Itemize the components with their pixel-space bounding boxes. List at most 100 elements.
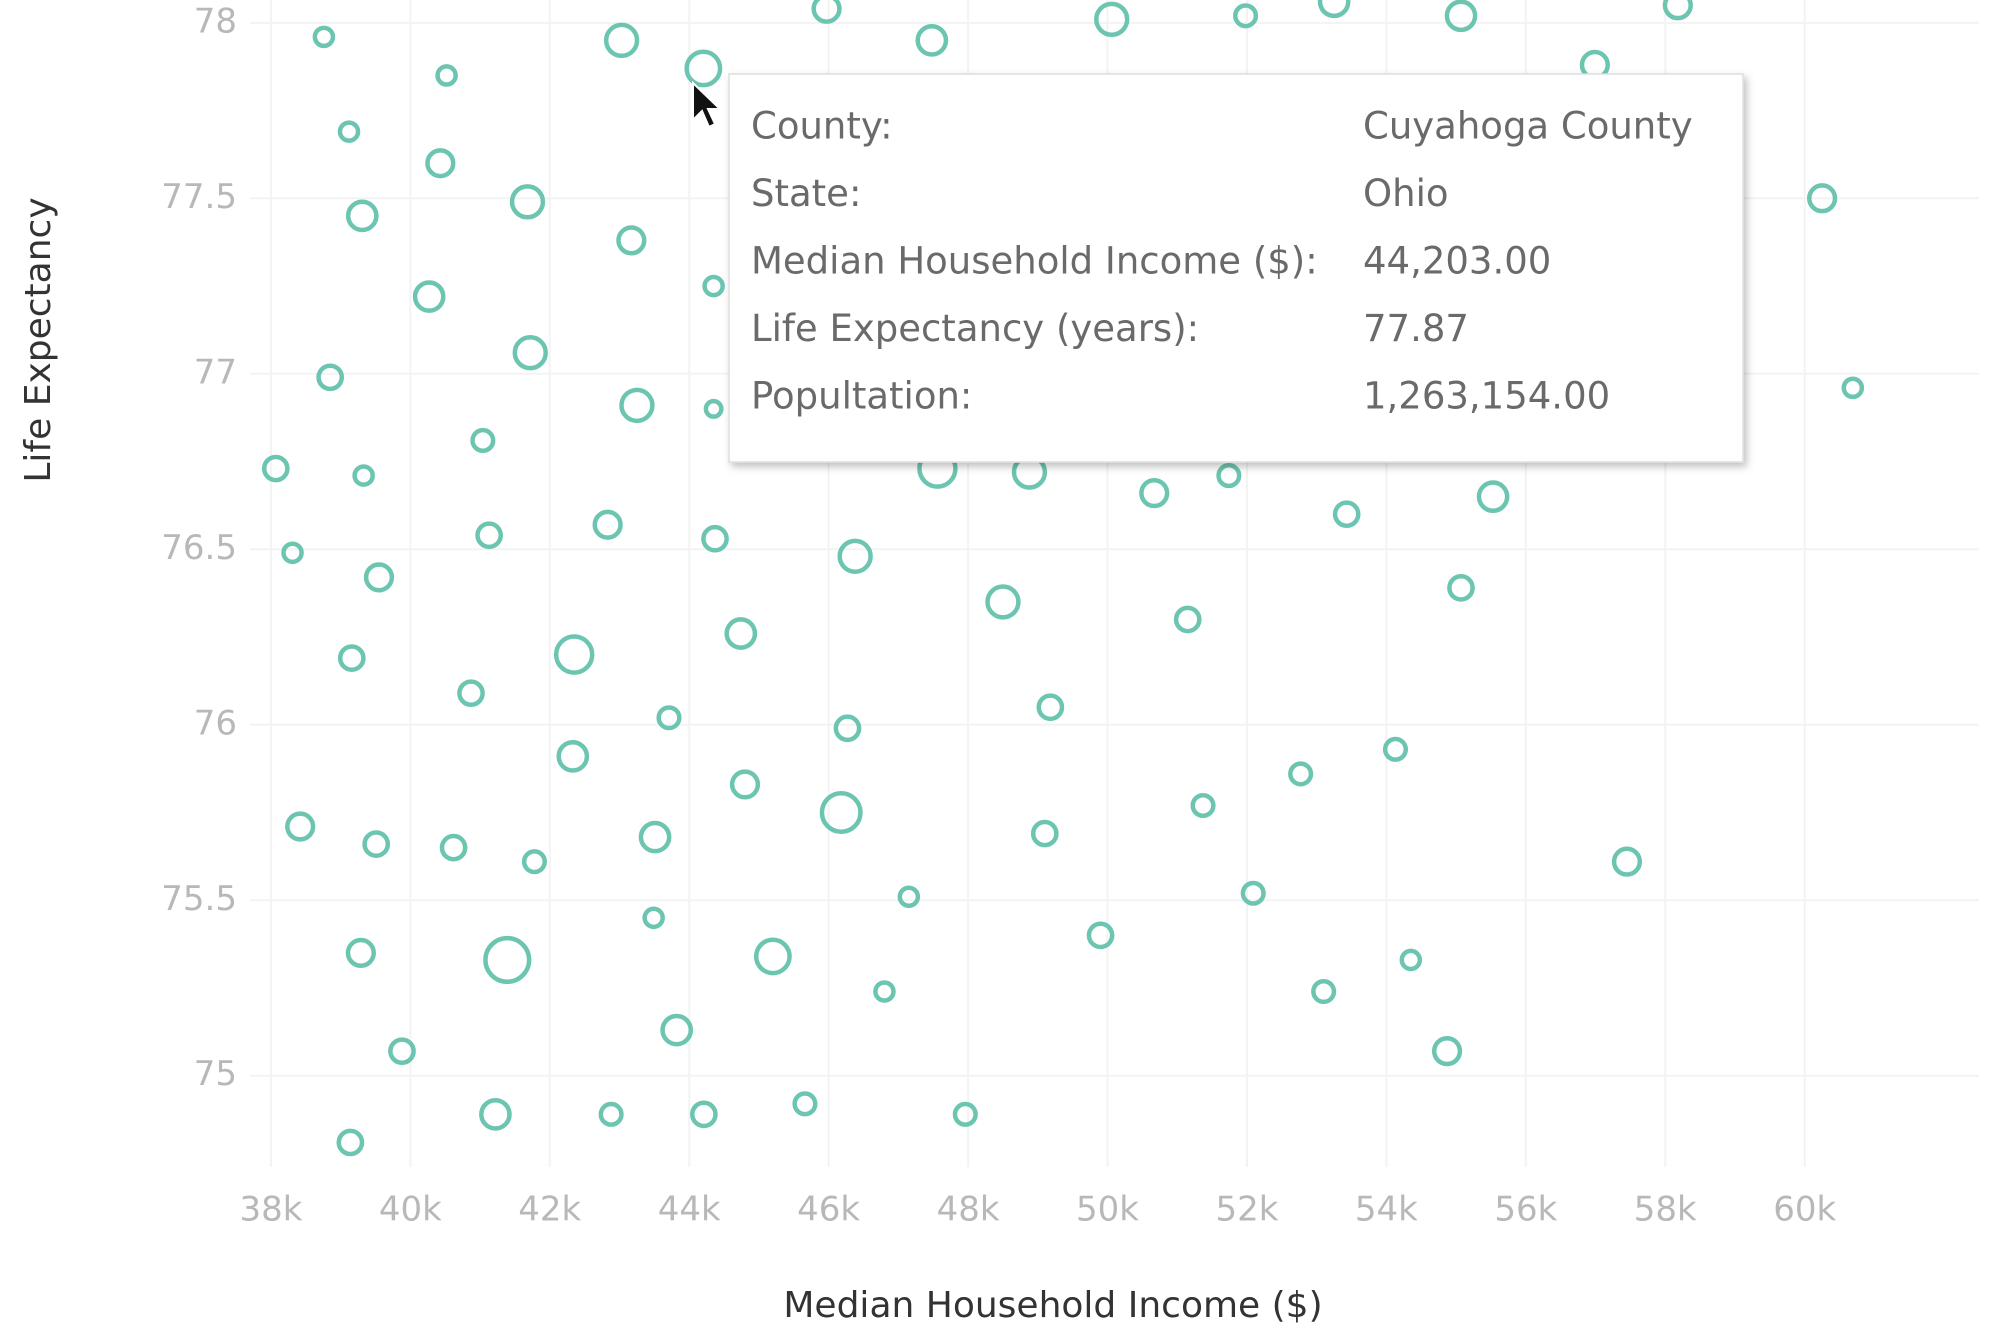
bubble [483,935,532,985]
bubble [337,120,361,143]
bubble [1240,880,1266,906]
y-tick-label: 77.5 [161,177,237,217]
bubble [281,541,304,565]
bubble [952,1101,978,1127]
tooltip-value: 77.87 [1363,307,1469,350]
x-tick-label: 46k [797,1190,860,1230]
ticks: 38k 40k 42k 44k 46k 48k 50k 52k 54k 56k 58k 60k 75 75… [161,1,1836,1229]
points [261,0,1865,1157]
bubble [316,363,345,392]
tooltip-label: Median Household Income ($): [751,240,1318,283]
bubble [512,335,548,371]
bubble [457,679,485,708]
bubble [312,25,336,49]
bubble [352,464,375,487]
bubble [684,49,723,88]
x-tick-label: 48k [937,1190,1000,1230]
bubble [1030,819,1059,848]
bubble [592,509,623,540]
bubble [1431,1036,1463,1067]
bubble [638,820,672,854]
bubble [690,1100,718,1129]
bubble [1447,574,1475,602]
x-tick-label: 44k [658,1190,721,1230]
tooltip-label: Popultation: [751,375,972,418]
bubble [702,274,725,298]
bubble [603,22,640,59]
bubble [362,830,391,858]
bubble [285,811,316,842]
tooltip-value: Cuyahoga County [1363,105,1693,148]
tooltip-value: 1,263,154.00 [1363,375,1610,418]
x-tick-label: 60k [1773,1190,1836,1230]
bubble [703,398,724,419]
bubble [1332,500,1361,529]
bubble [873,980,896,1003]
x-tick-label: 42k [518,1190,581,1230]
tooltip-label: State: [751,172,861,215]
bubble [753,937,792,976]
bubble [833,714,862,743]
bubble [724,617,758,650]
tooltip-label: Life Expectancy (years): [751,307,1199,350]
y-axis-title: Life Expectancy [18,197,59,482]
bubble [556,740,590,773]
bubble [701,524,729,553]
bubble [837,538,873,574]
bubble [470,427,496,454]
bubble [1807,183,1838,214]
x-axis-title: Median Household Income ($) [783,1285,1322,1326]
y-tick-label: 76 [194,703,237,743]
bubble [1611,846,1643,877]
bubble [1173,605,1202,634]
bubble [819,791,863,835]
bubble [616,225,647,256]
bubble [425,148,456,179]
bubble [792,1091,818,1117]
bubble [656,705,682,731]
cursor [692,80,723,129]
bubble [1311,978,1337,1005]
bubble [388,1037,416,1066]
bubble [1288,761,1314,787]
bubble [521,849,547,875]
y-tick-label: 78 [194,1,237,41]
bubble [619,387,655,424]
bubble [475,521,503,550]
tooltip-value: 44,203.00 [1363,240,1551,283]
bubble [1190,792,1216,819]
bubble [345,937,376,969]
bubble [1382,736,1409,762]
y-tick-label: 76.5 [161,528,237,568]
bubble [1233,3,1259,29]
bubble [336,1128,365,1157]
bubble [261,454,290,483]
bubble [598,1101,624,1127]
x-tick-label: 54k [1355,1190,1418,1230]
bubble [1036,693,1065,722]
tooltip-value: Ohio [1363,172,1449,215]
bubble [1139,478,1170,509]
bubble [1317,0,1351,19]
tooltip-label: County: [751,105,893,148]
bubble [1444,0,1478,33]
bubble [1841,376,1865,400]
bubble [1086,921,1115,950]
bubble [729,769,761,800]
bubble [553,634,595,675]
bubble [435,64,458,87]
bubble [660,1013,694,1047]
bubble [337,644,366,672]
bubble [1662,0,1693,21]
x-tick-label: 58k [1634,1190,1697,1230]
x-tick-label: 56k [1494,1190,1557,1230]
bubble [1476,480,1510,513]
bubble [915,24,949,57]
bubble [439,833,468,862]
bubble [479,1098,512,1131]
y-tick-label: 77 [194,352,237,392]
tooltip-box [728,73,1744,463]
bubble [642,906,665,930]
x-tick-label: 52k [1215,1190,1278,1230]
